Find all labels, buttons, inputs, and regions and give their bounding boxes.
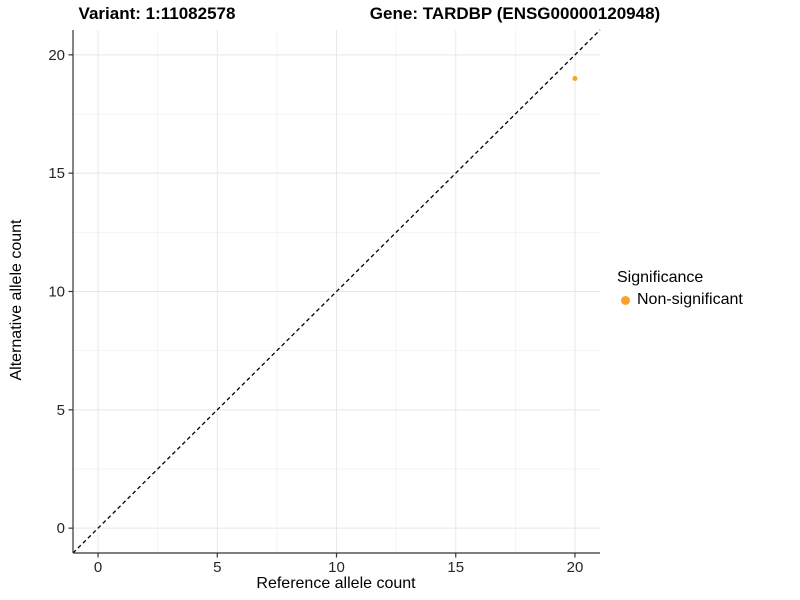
x-tick-label: 5	[213, 559, 221, 576]
y-tick-label: 20	[48, 47, 65, 64]
variant-title: Variant: 1:11082578	[78, 4, 236, 23]
x-axis-label: Reference allele count	[256, 575, 416, 592]
legend-item: Non-significant	[617, 290, 743, 310]
y-tick-label: 10	[48, 284, 65, 301]
y-tick-label: 5	[57, 402, 65, 419]
y-tick-label: 0	[57, 520, 65, 537]
y-axis-label: Alternative allele count	[8, 219, 25, 381]
legend-item-label: Non-significant	[637, 291, 743, 308]
legend-title: Significance	[617, 269, 704, 286]
data-point	[572, 76, 578, 82]
x-tick-label: 20	[567, 559, 584, 576]
x-tick-label: 15	[447, 559, 464, 576]
gene-title: Gene: TARDBP (ENSG00000120948)	[369, 4, 661, 23]
y-tick-label: 15	[48, 165, 65, 182]
legend-dot-icon	[621, 295, 630, 305]
x-tick-label: 10	[328, 559, 345, 576]
x-tick-label: 0	[94, 559, 102, 576]
identity-line	[72, 29, 601, 554]
legend: Significance Non-significant	[617, 269, 743, 310]
